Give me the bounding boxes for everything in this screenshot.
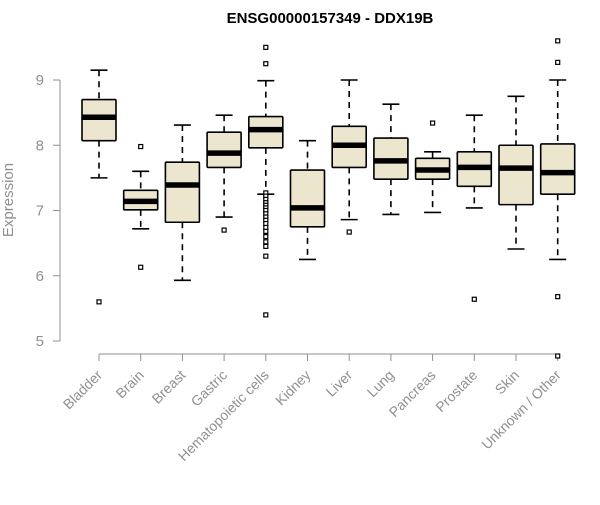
outlier-point xyxy=(263,239,269,245)
x-tick-label: Breast xyxy=(149,367,189,407)
box-iqr xyxy=(539,143,576,195)
outlier-point xyxy=(138,143,144,150)
outlier-point xyxy=(138,264,144,270)
outlier-point xyxy=(263,312,269,318)
box-group-11: Skin xyxy=(492,95,534,398)
box-iqr xyxy=(206,131,242,169)
box-group-3: Breast xyxy=(149,124,201,407)
box-group-12: Unknown / Other xyxy=(478,38,576,453)
outlier-point xyxy=(263,228,269,234)
outlier-point xyxy=(430,120,436,126)
y-tick-label: 9 xyxy=(36,72,44,89)
x-tick-label: Prostate xyxy=(432,367,480,415)
outlier-point xyxy=(555,59,561,65)
y-tick-label: 5 xyxy=(36,333,44,350)
box-group-8: Lung xyxy=(364,103,409,400)
x-tick-label: Kidney xyxy=(272,367,314,409)
box-group-2: Brain xyxy=(112,143,159,401)
outlier-point xyxy=(555,38,561,44)
outlier-point xyxy=(263,61,269,67)
y-tick-label: 7 xyxy=(36,203,44,220)
outlier-point xyxy=(263,44,269,50)
box-iqr xyxy=(81,98,117,142)
outlier-point xyxy=(471,296,477,302)
outlier-point xyxy=(263,243,269,249)
outlier-point xyxy=(555,353,561,359)
y-axis-label: Expression xyxy=(0,163,17,237)
outlier-point xyxy=(96,299,102,305)
y-tick-label: 8 xyxy=(36,137,44,154)
y-tick-label: 6 xyxy=(36,268,44,285)
x-tick-label: Skin xyxy=(492,367,523,398)
outlier-point xyxy=(263,253,269,259)
outlier-point xyxy=(263,234,269,240)
box-group-6: Kidney xyxy=(272,139,326,409)
box-iqr xyxy=(164,161,201,224)
box-iqr xyxy=(498,144,534,206)
x-tick-label: Brain xyxy=(112,367,146,401)
chart-title: ENSG00000157349 - DDX19B xyxy=(227,10,434,27)
box-group-7: Liver xyxy=(323,79,368,400)
outlier-point xyxy=(221,227,227,233)
box-group-1: Bladder xyxy=(60,69,117,413)
box-group-4: Gastric xyxy=(188,114,242,409)
outlier-point xyxy=(346,229,352,235)
outlier-point xyxy=(555,294,561,300)
x-tick-label: Unknown / Other xyxy=(478,367,564,453)
box-iqr xyxy=(289,169,326,228)
x-tick-label: Bladder xyxy=(60,367,106,413)
x-tick-label: Liver xyxy=(323,367,356,400)
x-tick-label: Lung xyxy=(364,367,397,400)
